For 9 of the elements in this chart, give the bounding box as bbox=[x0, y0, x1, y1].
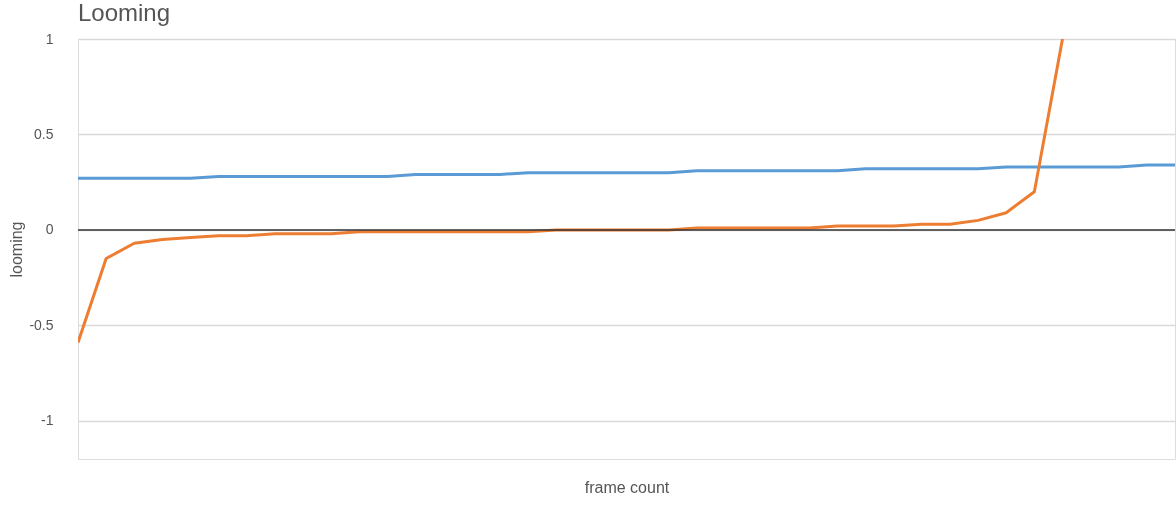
y-axis-title: looming bbox=[8, 221, 26, 278]
y-tick-label: 0 bbox=[45, 221, 54, 238]
y-tick-label: -0.5 bbox=[29, 316, 54, 333]
y-tick-label: 1 bbox=[45, 30, 54, 47]
chart-title: Looming bbox=[78, 0, 171, 26]
y-tick-label: -1 bbox=[41, 412, 54, 429]
line-series bbox=[78, 163, 1175, 180]
y-tick-label: 0.5 bbox=[34, 125, 54, 142]
x-axis-title: frame count bbox=[584, 478, 670, 496]
